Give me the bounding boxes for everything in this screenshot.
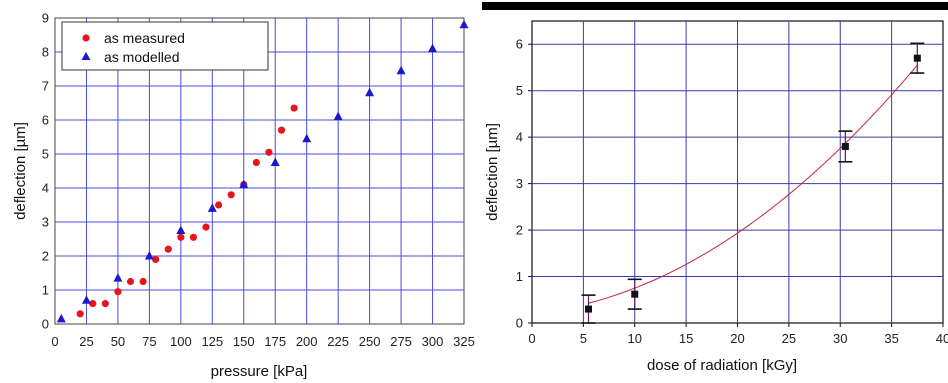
point-modelled [207, 203, 217, 212]
point-modelled [144, 251, 154, 260]
tick-labels-right: 0 5 10 15 20 25 30 35 40 0 1 2 3 4 5 6 [516, 37, 948, 346]
x-tick-label: 250 [359, 334, 381, 349]
y-tick-label: 1 [42, 283, 49, 298]
x-tick-label: 300 [422, 334, 444, 349]
y-tick-label: 9 [42, 11, 49, 26]
y-tick-label: 7 [42, 79, 49, 94]
point-modelled [81, 295, 91, 304]
point-measured [265, 148, 273, 156]
point-measured [139, 277, 147, 286]
y-tick-label: 6 [516, 37, 523, 52]
point-measured [126, 277, 135, 286]
x-tick-label: 30 [833, 331, 847, 346]
legend-box [61, 21, 269, 71]
grid-left [55, 18, 464, 324]
x-axis-label-left: pressure [kPa] [211, 363, 308, 380]
y-axis-label-left: deflection [µm] [12, 122, 29, 220]
chart-pressure-deflection: 0 25 50 75 100 125 150 175 200 225 250 275 300 325012… [12, 11, 475, 381]
point-dose [631, 290, 639, 298]
point-measured [202, 223, 210, 231]
point-modelled [428, 43, 438, 53]
x-tick-label: 175 [264, 334, 286, 349]
y-tick-label: 5 [42, 147, 49, 162]
x-tick-label: 125 [201, 334, 223, 349]
x-tick-label: 150 [233, 334, 255, 349]
x-tick-label: 40 [936, 331, 948, 346]
y-tick-label: 2 [516, 223, 523, 238]
legend-marker-modelled [81, 52, 91, 60]
point-dose [913, 54, 921, 62]
point-dose [585, 305, 593, 313]
point-modelled [239, 179, 249, 189]
y-tick-label: 8 [42, 45, 49, 60]
x-tick-label: 10 [628, 331, 642, 346]
x-tick-label: 50 [111, 334, 125, 349]
tick-labels-left: 0 25 50 75 100 125 150 175 200 225 250 275 300 325012… [42, 11, 475, 350]
point-measured [89, 300, 97, 308]
point-measured [215, 201, 223, 209]
point-measured [227, 191, 235, 199]
x-tick-label: 20 [730, 331, 744, 346]
point-modelled [396, 65, 406, 75]
point-modelled [302, 133, 312, 143]
legend-marker-measured [82, 34, 90, 42]
x-tick-label: 5 [580, 331, 587, 346]
x-tick-label: 0 [528, 331, 535, 346]
x-tick-label: 75 [142, 334, 156, 349]
y-tick-label: 1 [516, 269, 523, 284]
y-tick-label: 3 [42, 215, 49, 230]
x-tick-label: 25 [782, 331, 796, 346]
fit-curve [588, 64, 918, 304]
x-tick-label: 325 [453, 334, 475, 349]
chart-dose-deflection: 0 5 10 15 20 25 30 35 40 0 1 2 3 4 5 6 dose of radiatio… [482, 2, 948, 374]
point-measured [114, 288, 122, 296]
data-marks-right [581, 42, 925, 324]
x-tick-label: 25 [79, 334, 93, 349]
point-modelled [270, 157, 280, 166]
x-tick-label: 100 [170, 334, 192, 349]
point-dose [841, 142, 849, 150]
x-tick-label: 35 [884, 331, 898, 346]
y-tick-label: 3 [516, 176, 523, 191]
point-measured [189, 233, 198, 241]
y-tick-label: 0 [42, 317, 49, 332]
point-measured [290, 104, 298, 112]
y-tick-label: 5 [516, 83, 523, 98]
data-marks-left [56, 19, 469, 323]
legend-left: as measured as modelled [61, 21, 269, 71]
point-measured [177, 233, 185, 241]
point-measured [252, 158, 260, 167]
x-tick-label: 200 [296, 334, 318, 349]
x-tick-label: 225 [327, 334, 349, 349]
point-modelled [56, 313, 66, 323]
point-measured [101, 300, 109, 308]
grid-right [528, 21, 944, 327]
y-tick-label: 6 [42, 113, 49, 128]
x-tick-label: 275 [390, 334, 412, 349]
point-modelled [459, 19, 469, 29]
x-tick-label: 15 [679, 331, 693, 346]
y-tick-label: 4 [42, 181, 49, 196]
y-tick-label: 2 [42, 249, 49, 264]
point-modelled [365, 87, 375, 97]
point-modelled [113, 273, 123, 282]
point-measured [277, 126, 286, 134]
point-measured [76, 310, 84, 318]
point-measured [164, 245, 172, 253]
x-axis-label-right: dose of radiation [kGy] [647, 357, 797, 374]
y-axis-label-right: deflection [µm] [484, 123, 501, 221]
point-modelled [333, 111, 343, 121]
point-modelled [176, 225, 186, 234]
top-bar [482, 2, 948, 10]
y-tick-label: 0 [516, 316, 523, 331]
point-measured [152, 255, 160, 263]
y-tick-label: 4 [516, 130, 523, 145]
x-tick-label: 0 [51, 334, 58, 349]
legend-label-measured: as measured [104, 30, 185, 46]
legend-label-modelled: as modelled [104, 49, 180, 65]
